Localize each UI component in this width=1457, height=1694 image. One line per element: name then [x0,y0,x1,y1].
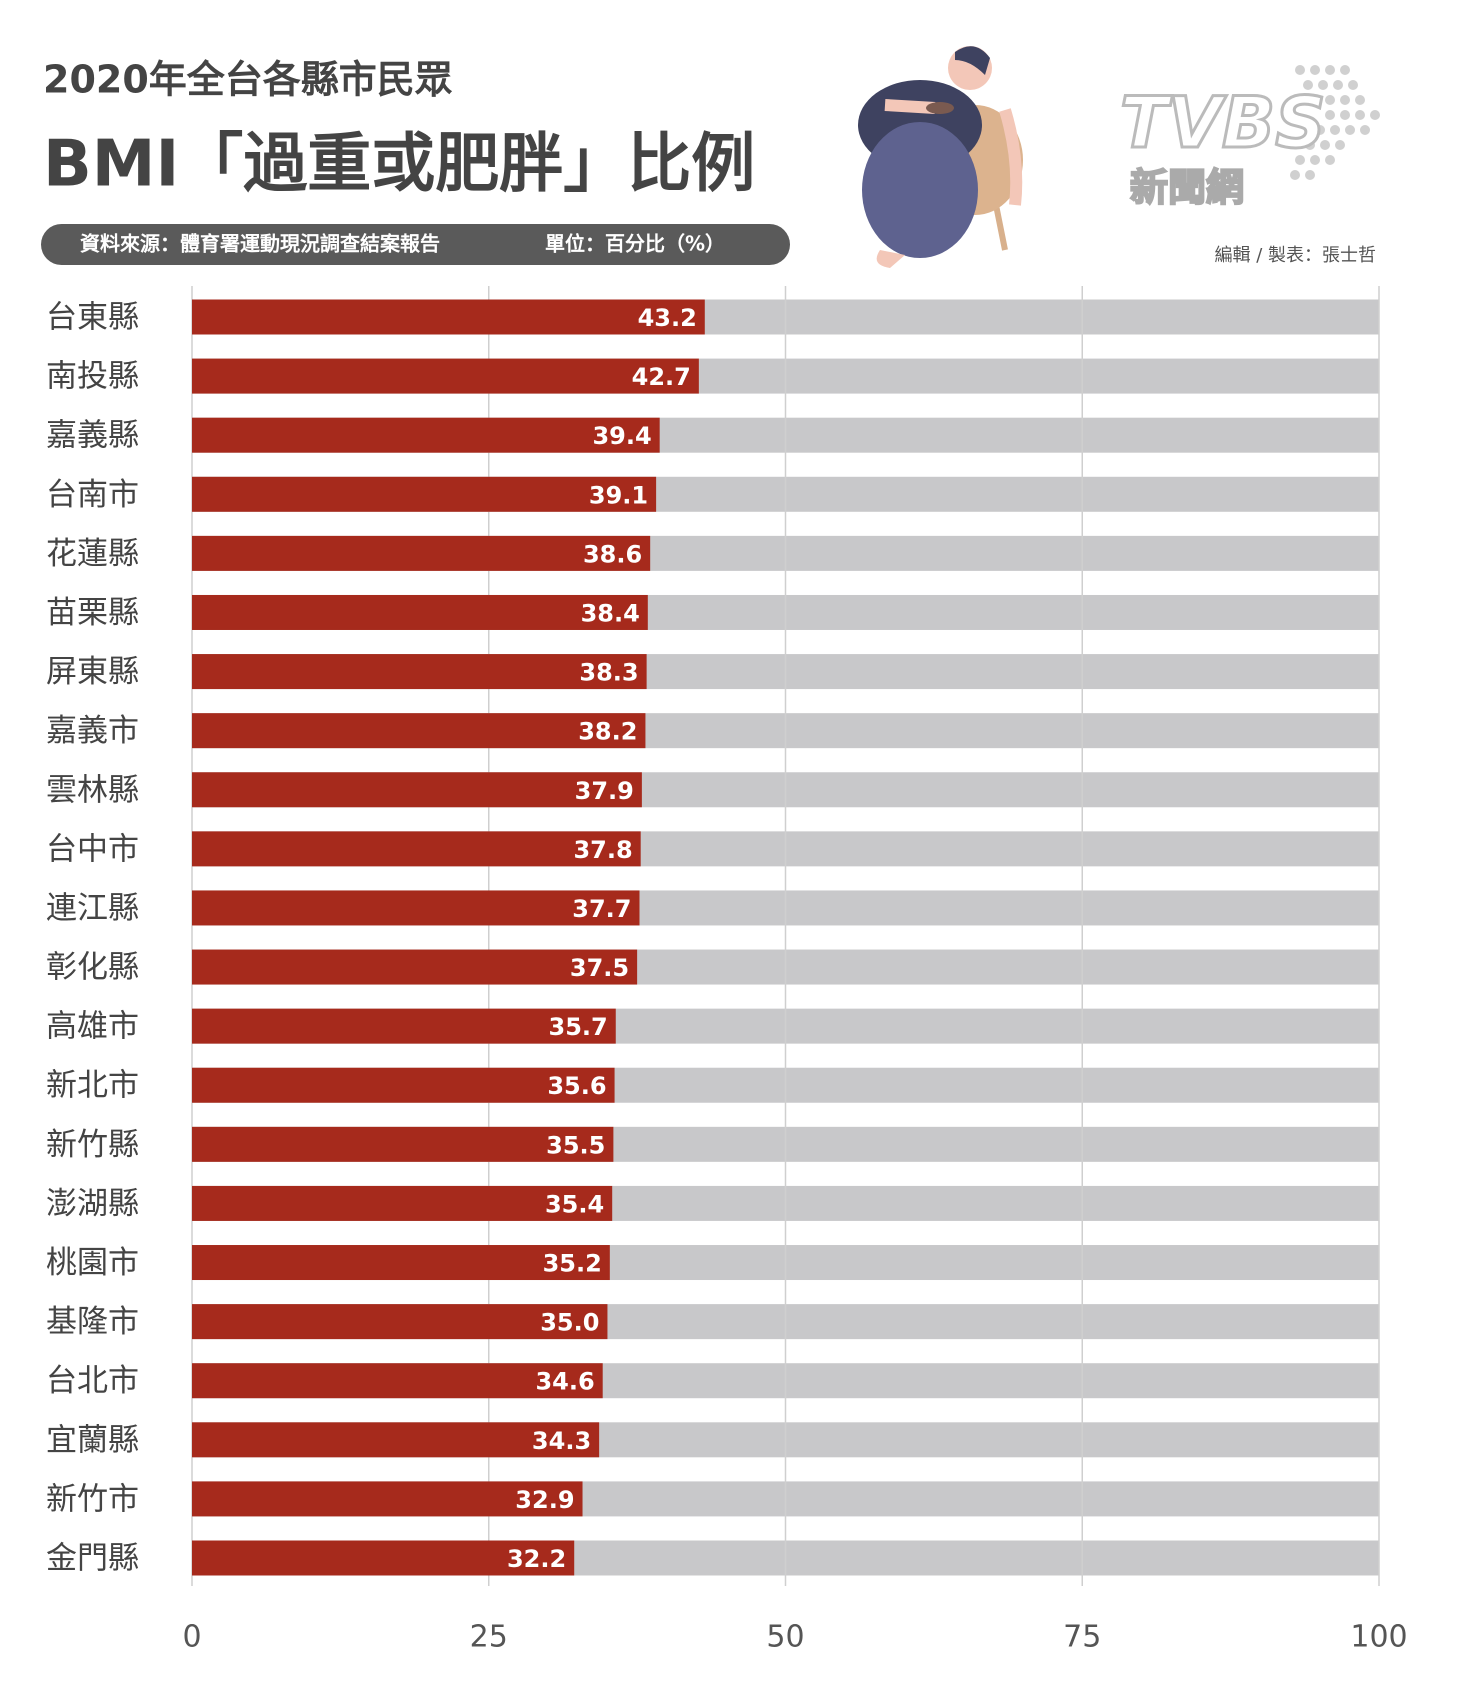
y-tick-label: 連江縣 [46,890,139,926]
bar [192,890,640,926]
value-label: 32.2 [507,1545,566,1573]
y-tick-label: 嘉義市 [46,713,139,749]
y-tick-label: 金門縣 [46,1541,139,1577]
bar [192,1304,608,1340]
value-label: 35.6 [547,1072,606,1100]
bar [192,535,651,571]
bar [192,1422,600,1458]
value-label: 35.2 [543,1250,602,1278]
bar [192,1126,614,1162]
bar [192,949,638,985]
illustration [858,46,1023,268]
y-tick-label: 澎湖縣 [46,1186,139,1222]
x-tick-label: 75 [1063,1620,1101,1655]
value-label: 43.2 [638,304,697,332]
y-tick-label: 高雄市 [46,1009,139,1045]
logo-sub: 新聞網 [1130,166,1244,210]
bar [192,358,699,394]
bar [192,1245,610,1281]
value-label: 39.4 [592,422,651,450]
bar [192,1067,615,1103]
bar [192,831,641,867]
y-tick-label: 嘉義縣 [46,418,139,454]
source: 資料來源：體育署運動現況調查結案報告 [80,232,440,256]
bar [192,772,642,808]
value-label: 37.9 [575,777,634,805]
bar [192,713,646,749]
x-tick-label: 100 [1350,1620,1407,1655]
y-tick-label: 新竹市 [46,1481,139,1517]
bar [192,654,647,690]
y-tick-label: 新北市 [46,1068,139,1104]
y-tick-label: 桃園市 [46,1245,139,1281]
value-label: 37.5 [570,954,629,982]
bar [192,1185,613,1221]
y-tick-label: 雲林縣 [46,772,139,808]
y-tick-label: 南投縣 [46,359,139,395]
value-label: 38.3 [579,659,638,687]
logo-brand: TVBS [1120,82,1326,164]
y-tick-label: 宜蘭縣 [46,1422,139,1458]
value-label: 35.0 [540,1309,599,1337]
value-label: 35.5 [546,1131,605,1159]
bar [192,476,657,512]
logo: TVBS 新聞網 [1119,65,1380,211]
value-label: 38.2 [578,718,637,746]
y-tick-label: 台北市 [46,1363,139,1399]
bar [192,594,648,630]
y-tick-label: 屏東縣 [46,654,139,690]
value-label: 32.9 [515,1486,574,1514]
x-tick-label: 50 [766,1620,804,1655]
unit: 單位：百分比（%） [545,232,725,256]
value-label: 35.7 [549,1013,608,1041]
value-label: 42.7 [632,363,691,391]
credit: 編輯 / 製表：張士哲 [1214,245,1376,266]
bar [192,1540,575,1576]
value-label: 34.3 [532,1427,591,1455]
y-tick-label: 苗栗縣 [46,595,139,631]
y-tick-label: 台東縣 [46,300,139,336]
value-label: 38.4 [581,599,640,627]
value-label: 34.6 [535,1368,594,1396]
value-label: 37.8 [573,836,632,864]
chart-title: 2020年全台各縣市民眾 [43,58,453,102]
bar [192,1481,583,1517]
value-label: 37.7 [572,895,631,923]
value-label: 35.4 [545,1190,604,1218]
y-tick-label: 基隆市 [46,1304,139,1340]
bar [192,299,705,335]
bar [192,1008,616,1044]
x-tick-label: 25 [470,1620,508,1655]
source-pill [41,224,790,265]
x-tick-label: 0 [182,1620,201,1655]
value-label: 39.1 [589,481,648,509]
value-label: 38.6 [583,540,642,568]
y-tick-label: 花蓮縣 [46,536,139,572]
y-tick-label: 彰化縣 [46,950,139,986]
y-tick-label: 台中市 [46,831,139,867]
bar [192,1363,603,1399]
y-tick-label: 新竹縣 [46,1127,139,1163]
bar [192,417,660,453]
chart-subtitle: BMI「過重或肥胖」比例 [43,128,755,202]
y-tick-label: 台南市 [46,477,139,513]
